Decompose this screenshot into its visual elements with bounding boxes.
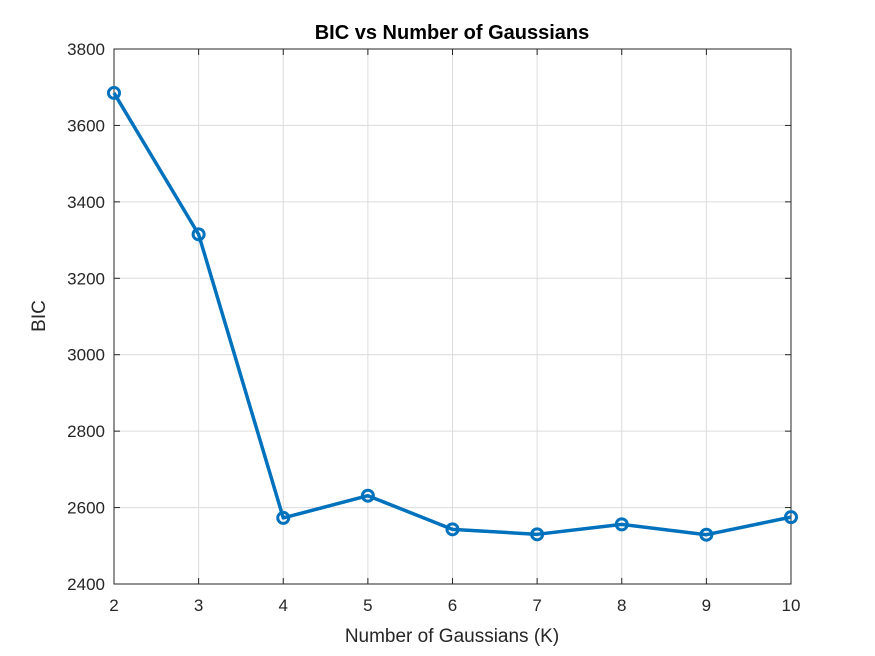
x-tick-label: 3 [194,596,203,615]
y-axis-label: BIC [29,300,50,332]
y-tick-label: 3000 [67,346,105,365]
x-tick-label: 9 [702,596,711,615]
bic-data-point [614,517,629,532]
x-tick-label: 10 [782,596,801,615]
bic-series-line [112,92,792,537]
axis-ticks: 2 3 4 5 6 7 8 9 10 2400 2600 2800 3000 3200 3400 3600 38… [67,40,800,615]
bic-data-point [699,527,714,542]
x-tick-label: 8 [617,596,626,615]
bic-data-point [784,510,798,525]
x-tick-label: 7 [532,596,541,615]
x-tick-label: 5 [363,596,372,615]
y-tick-label: 3200 [67,269,105,288]
x-axis-label: Number of Gaussians (K) [345,626,559,647]
y-tick-label: 3800 [67,40,105,59]
y-tick-label: 3600 [67,116,105,135]
bic-data-point [191,227,206,242]
bic-data-point [107,85,121,100]
bic-data-point [445,522,460,537]
bic-data-point [530,527,545,542]
y-tick-label: 2800 [67,422,105,441]
bic-data-point [360,488,375,503]
x-tick-label: 6 [448,596,457,615]
grid-lines [113,48,792,585]
y-tick-label: 2400 [67,575,105,594]
x-tick-label: 2 [109,596,118,615]
y-tick-label: 3400 [67,193,105,212]
bic-data-point [276,510,291,525]
y-tick-label: 2600 [67,499,105,518]
x-tick-label: 4 [279,596,288,615]
series-layer [107,85,798,542]
chart-title: BIC vs Number of Gaussians [315,22,590,44]
